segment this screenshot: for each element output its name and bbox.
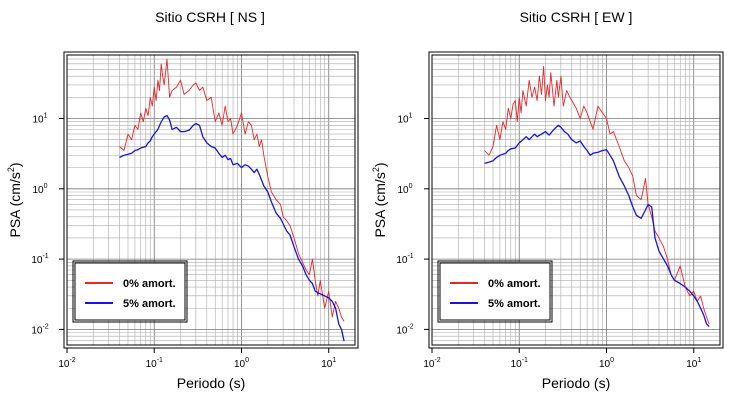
chart-title: Sitio CSRH [ NS ]: [155, 9, 265, 25]
y-tick-base: 10: [32, 185, 44, 196]
x-tick-exp: -1: [522, 357, 528, 364]
x-tick-exp: 1: [697, 357, 701, 364]
x-tick-base: 10: [146, 359, 158, 370]
y-axis-label: PSA (cm/s2): [6, 162, 23, 237]
x-tick-base: 10: [321, 359, 333, 370]
y-tick-base: 10: [31, 325, 43, 336]
legend-box: [74, 262, 186, 321]
y-tick-label: 10-1: [396, 253, 413, 266]
legend-label: 5% amort.: [488, 298, 541, 310]
x-tick-base: 10: [423, 359, 435, 370]
y-tick-base: 10: [397, 185, 409, 196]
y-label-sup: 2: [371, 167, 381, 172]
y-label-main: PSA (cm/s: [372, 172, 388, 237]
y-tick-exp: 0: [44, 183, 48, 190]
y-label-close: ): [372, 162, 388, 167]
x-tick-label: 10-1: [511, 357, 528, 370]
x-tick-exp: -2: [434, 357, 440, 364]
y-tick-label: 101: [32, 112, 47, 125]
y-tick-label: 101: [397, 112, 412, 125]
x-tick-label: 10-1: [146, 357, 163, 370]
y-tick-exp: -2: [407, 323, 413, 330]
series-line-damping-0: [484, 65, 710, 324]
y-label-close: ): [7, 162, 23, 167]
y-tick-exp: -1: [407, 253, 413, 260]
y-tick-label: 100: [32, 183, 47, 196]
y-tick-label: 10-1: [31, 253, 48, 266]
x-tick-label: 10-2: [58, 357, 75, 370]
legend-label: 0% amort.: [123, 278, 176, 290]
x-tick-exp: -2: [69, 357, 75, 364]
y-tick-base: 10: [397, 114, 409, 125]
y-tick-exp: 1: [44, 112, 48, 119]
x-tick-base: 10: [234, 359, 246, 370]
y-axis-label: PSA (cm/s2): [371, 162, 388, 237]
x-tick-label: 101: [686, 357, 701, 370]
chart-title: Sitio CSRH [ EW ]: [520, 9, 633, 25]
plot-frame-outer: [63, 51, 359, 349]
legend-label: 0% amort.: [488, 278, 541, 290]
y-tick-base: 10: [396, 255, 408, 266]
y-tick-base: 10: [396, 325, 408, 336]
legend-border-outer: [72, 260, 188, 323]
x-tick-label: 10-2: [423, 357, 440, 370]
y-tick-exp: 1: [409, 112, 413, 119]
legend: 0% amort. 5% amort.: [437, 260, 553, 323]
grid: [66, 54, 356, 346]
x-tick-base: 10: [511, 359, 523, 370]
x-axis-label: Periodo (s): [177, 375, 245, 391]
series-line-damping-0: [119, 58, 345, 322]
legend-label: 5% amort.: [123, 298, 176, 310]
x-tick-base: 10: [686, 359, 698, 370]
x-tick-label: 100: [599, 357, 614, 370]
x-tick-label: 101: [321, 357, 336, 370]
x-tick-exp: 0: [610, 357, 614, 364]
plot-frame: [431, 54, 721, 346]
plot-frame-outer: [428, 51, 724, 349]
y-tick-label: 10-2: [31, 323, 48, 336]
legend: 0% amort. 5% amort.: [72, 260, 188, 323]
y-tick-exp: 0: [409, 183, 413, 190]
y-tick-exp: -1: [42, 253, 48, 260]
x-tick-exp: 0: [245, 357, 249, 364]
y-label-main: PSA (cm/s: [7, 172, 23, 237]
x-tick-exp: 1: [332, 357, 336, 364]
x-tick-exp: -1: [157, 357, 163, 364]
series-line-damping-5: [484, 124, 710, 327]
plot-frame: [66, 54, 356, 346]
series-line-damping-5: [119, 114, 345, 342]
y-tick-label: 100: [397, 183, 412, 196]
x-tick-label: 100: [234, 357, 249, 370]
x-tick-base: 10: [599, 359, 611, 370]
y-label-sup: 2: [6, 167, 16, 172]
legend-border-outer: [437, 260, 553, 323]
x-tick-base: 10: [58, 359, 70, 370]
y-tick-base: 10: [32, 114, 44, 125]
x-axis-label: Periodo (s): [542, 375, 610, 391]
y-tick-exp: -2: [42, 323, 48, 330]
y-tick-base: 10: [31, 255, 43, 266]
y-tick-label: 10-2: [396, 323, 413, 336]
legend-box: [439, 262, 551, 321]
